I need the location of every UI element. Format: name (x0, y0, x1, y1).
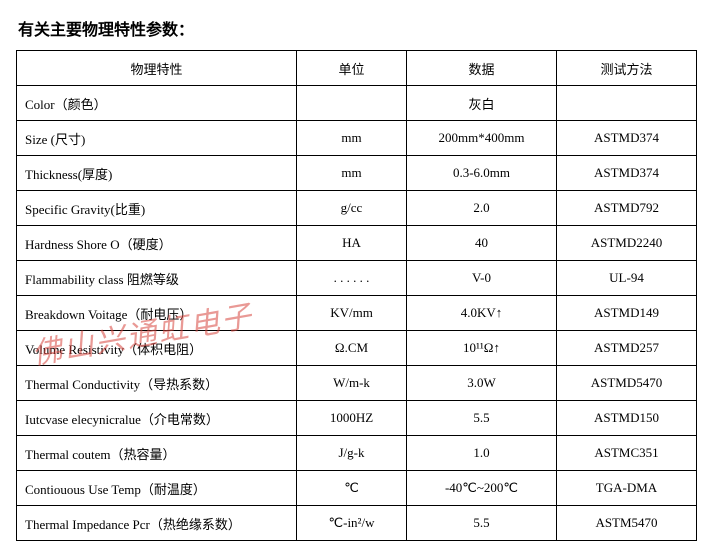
cell-unit: . . . . . . (297, 261, 407, 296)
table-row: Size (尺寸)mm200mm*400mmASTMD374 (17, 121, 697, 156)
table-row: Thermal Conductivity（导热系数）W/m-k3.0WASTMD… (17, 366, 697, 401)
cell-unit: J/g-k (297, 436, 407, 471)
cell-property: Thermal Conductivity（导热系数） (17, 366, 297, 401)
cell-property: Flammability class 阻燃等级 (17, 261, 297, 296)
table-row: Flammability class 阻燃等级. . . . . .V-0UL-… (17, 261, 697, 296)
cell-method: ASTMD5470 (557, 366, 697, 401)
cell-method: UL-94 (557, 261, 697, 296)
cell-property: Specific Gravity(比重) (17, 191, 297, 226)
cell-unit: mm (297, 121, 407, 156)
table-row: Hardness Shore O（硬度）HA40ASTMD2240 (17, 226, 697, 261)
table-row: Volume Resistivity（体积电阻）Ω.CM10¹¹Ω↑ASTMD2… (17, 331, 697, 366)
cell-method: ASTMD2240 (557, 226, 697, 261)
table-row: Thermal coutem（热容量）J/g-k1.0ASTMC351 (17, 436, 697, 471)
cell-property: Thermal Impedance Pcr（热绝缘系数） (17, 506, 297, 541)
cell-unit: 1000HZ (297, 401, 407, 436)
table-row: Specific Gravity(比重)g/cc2.0ASTMD792 (17, 191, 697, 226)
cell-property: Iutcvase elecynicralue（介电常数） (17, 401, 297, 436)
header-data: 数据 (407, 51, 557, 86)
cell-method: ASTMD792 (557, 191, 697, 226)
cell-property: Thermal coutem（热容量） (17, 436, 297, 471)
cell-data: 200mm*400mm (407, 121, 557, 156)
cell-unit: Ω.CM (297, 331, 407, 366)
cell-property: Contiouous Use Temp（耐温度） (17, 471, 297, 506)
cell-data: 4.0KV↑ (407, 296, 557, 331)
cell-data: 1.0 (407, 436, 557, 471)
cell-data: 灰白 (407, 86, 557, 121)
cell-method: ASTMD150 (557, 401, 697, 436)
cell-data: 5.5 (407, 401, 557, 436)
cell-unit: g/cc (297, 191, 407, 226)
cell-property: Color（颜色） (17, 86, 297, 121)
cell-property: Volume Resistivity（体积电阻） (17, 331, 297, 366)
page-title: 有关主要物理特性参数： (16, 16, 697, 40)
table-row: Iutcvase elecynicralue（介电常数）1000HZ5.5AST… (17, 401, 697, 436)
cell-method: ASTMD257 (557, 331, 697, 366)
table-row: Thermal Impedance Pcr（热绝缘系数）℃-in²/w5.5AS… (17, 506, 697, 541)
cell-method: ASTMD374 (557, 156, 697, 191)
cell-data: V-0 (407, 261, 557, 296)
cell-property: Size (尺寸) (17, 121, 297, 156)
header-property: 物理特性 (17, 51, 297, 86)
cell-data: 40 (407, 226, 557, 261)
table-row: Thickness(厚度)mm0.3-6.0mmASTMD374 (17, 156, 697, 191)
cell-property: Hardness Shore O（硬度） (17, 226, 297, 261)
header-method: 测试方法 (557, 51, 697, 86)
cell-data: 10¹¹Ω↑ (407, 331, 557, 366)
cell-data: 5.5 (407, 506, 557, 541)
cell-unit: ℃ (297, 471, 407, 506)
cell-unit: mm (297, 156, 407, 191)
cell-method: ASTM5470 (557, 506, 697, 541)
cell-unit: HA (297, 226, 407, 261)
cell-data: 0.3-6.0mm (407, 156, 557, 191)
table-row: Color（颜色） 灰白 (17, 86, 697, 121)
cell-unit: ℃-in²/w (297, 506, 407, 541)
cell-method: TGA-DMA (557, 471, 697, 506)
cell-method: ASTMD149 (557, 296, 697, 331)
cell-unit (297, 86, 407, 121)
table-header-row: 物理特性 单位 数据 测试方法 (17, 51, 697, 86)
table-row: Breakdown Voitage（耐电压）KV/mm4.0KV↑ASTMD14… (17, 296, 697, 331)
cell-method (557, 86, 697, 121)
cell-property: Thickness(厚度) (17, 156, 297, 191)
properties-table: 物理特性 单位 数据 测试方法 Color（颜色）灰白Size (尺寸)mm20… (16, 50, 697, 541)
cell-data: 2.0 (407, 191, 557, 226)
cell-data: -40℃~200℃ (407, 471, 557, 506)
cell-unit: KV/mm (297, 296, 407, 331)
cell-method: ASTMD374 (557, 121, 697, 156)
cell-property: Breakdown Voitage（耐电压） (17, 296, 297, 331)
cell-unit: W/m-k (297, 366, 407, 401)
table-row: Contiouous Use Temp（耐温度）℃-40℃~200℃TGA-DM… (17, 471, 697, 506)
cell-data: 3.0W (407, 366, 557, 401)
cell-method: ASTMC351 (557, 436, 697, 471)
header-unit: 单位 (297, 51, 407, 86)
